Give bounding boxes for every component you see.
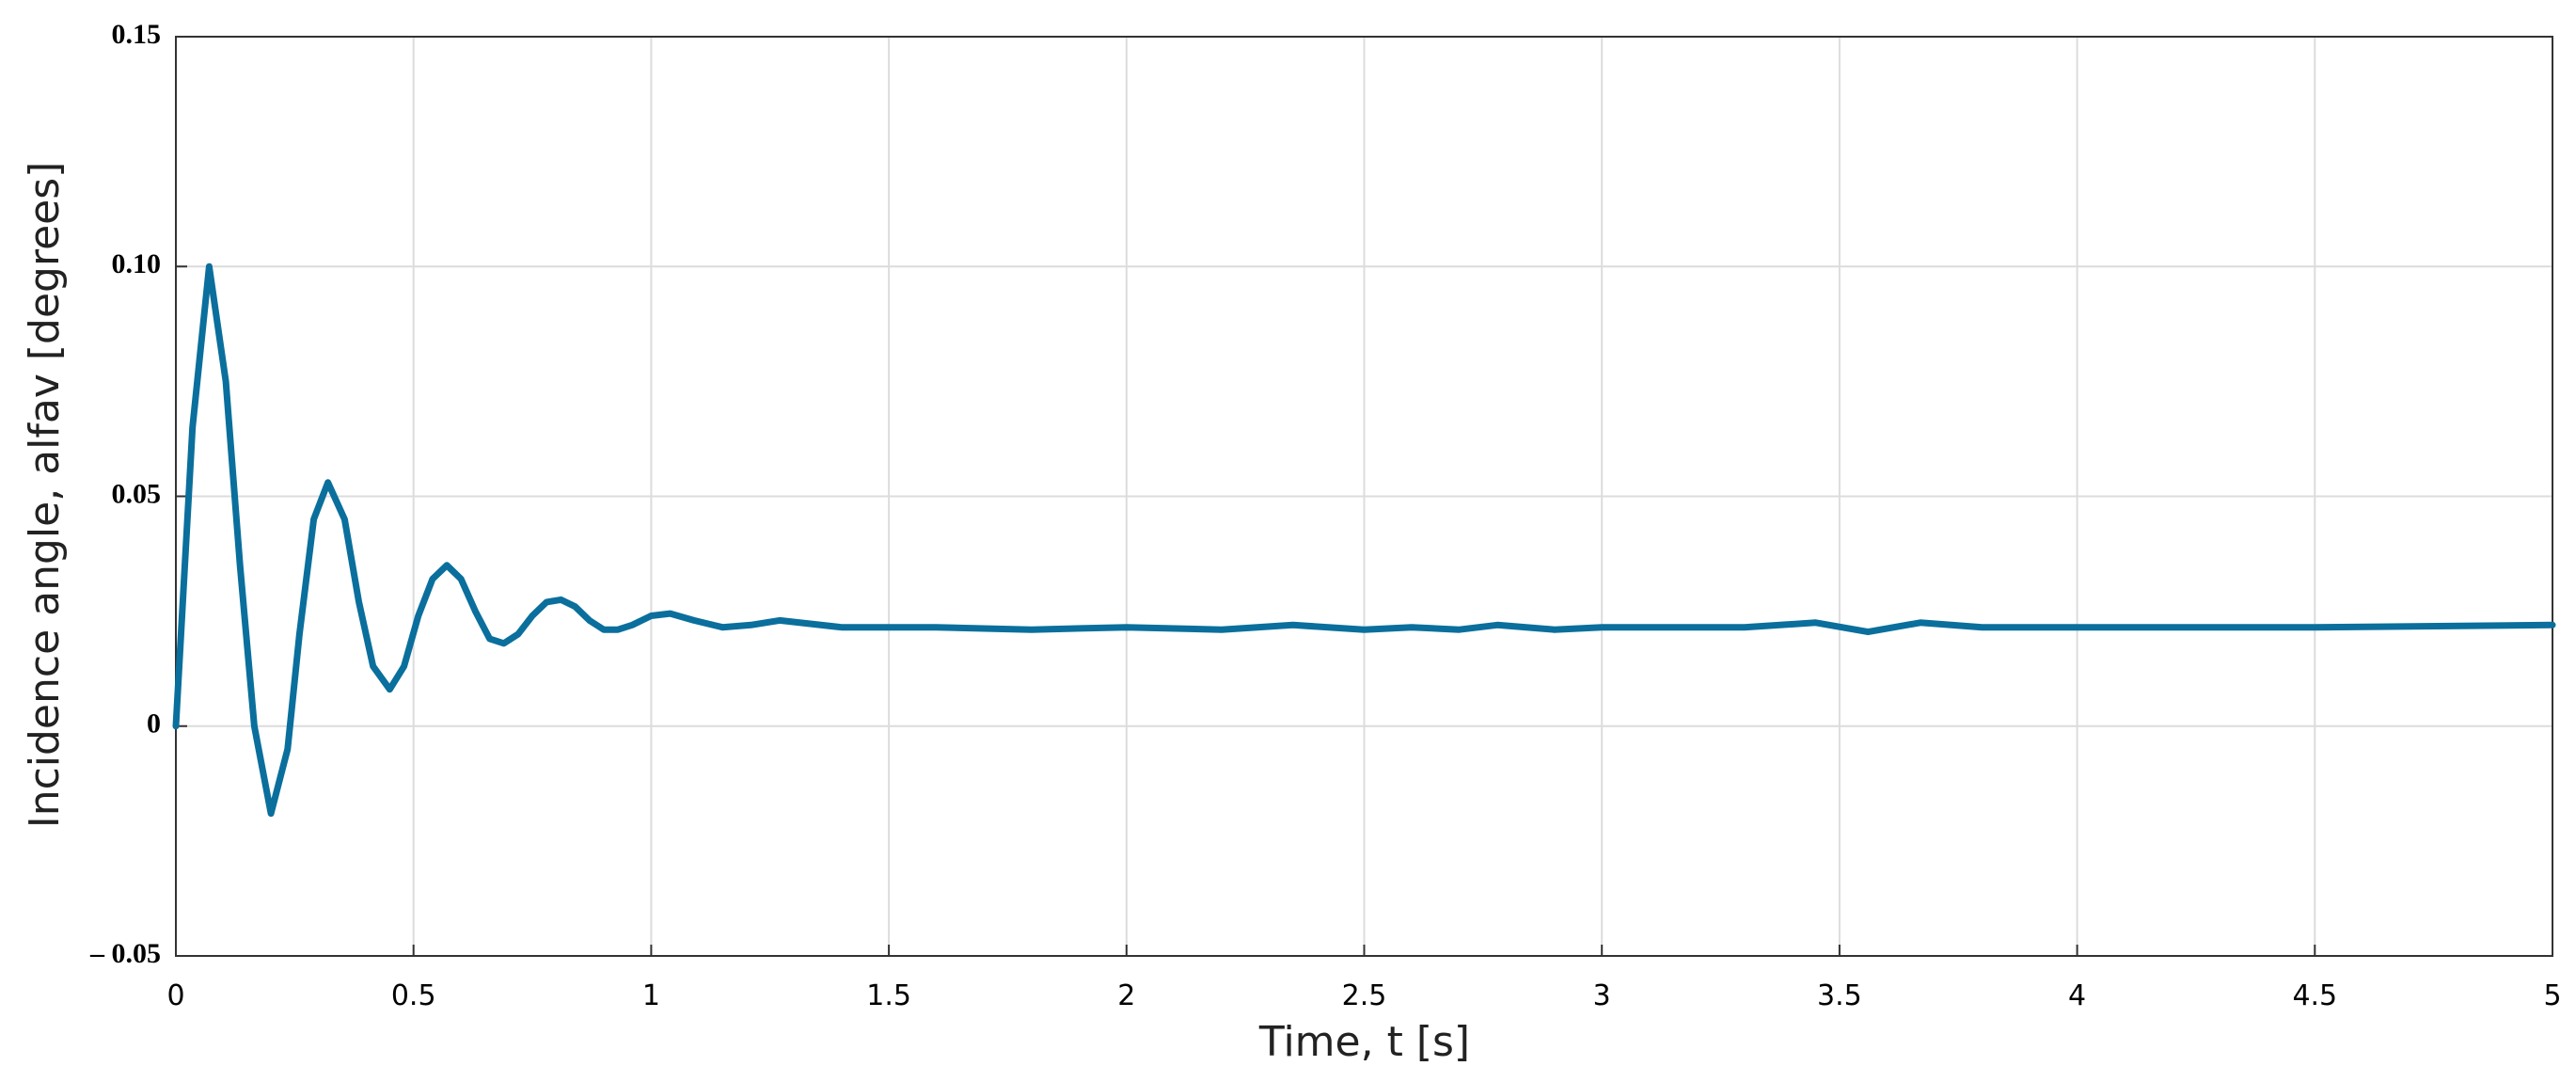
y-tick-label: 0.15 — [112, 19, 162, 50]
y-tick-label: 0.10 — [112, 248, 162, 279]
y-axis-label: Incidence angle, alfav [degrees] — [21, 162, 69, 829]
plot-frame — [175, 36, 2553, 957]
data-line — [172, 263, 2556, 818]
x-tick-label: 2.5 — [1342, 979, 1387, 1012]
x-tick-label: 5 — [2543, 979, 2561, 1012]
x-tick-label: 0.5 — [391, 979, 436, 1012]
x-tick-label: 3.5 — [1817, 979, 1862, 1012]
x-tick-label: 4.5 — [2292, 979, 2337, 1012]
y-tick-label: 0 — [147, 708, 161, 740]
x-tick-label: 4 — [2068, 979, 2086, 1012]
x-tick-label: 3 — [1593, 979, 1611, 1012]
y-tick-label: – 0.05 — [89, 938, 161, 969]
x-tick-label: 0 — [166, 979, 184, 1012]
x-tick-label: 1 — [642, 979, 660, 1012]
y-tick-label: 0.05 — [112, 478, 162, 509]
x-tick-label: 2 — [1117, 979, 1135, 1012]
x-tick-label: 1.5 — [866, 979, 911, 1012]
x-axis-label: Time, t [s] — [1258, 1018, 1470, 1066]
